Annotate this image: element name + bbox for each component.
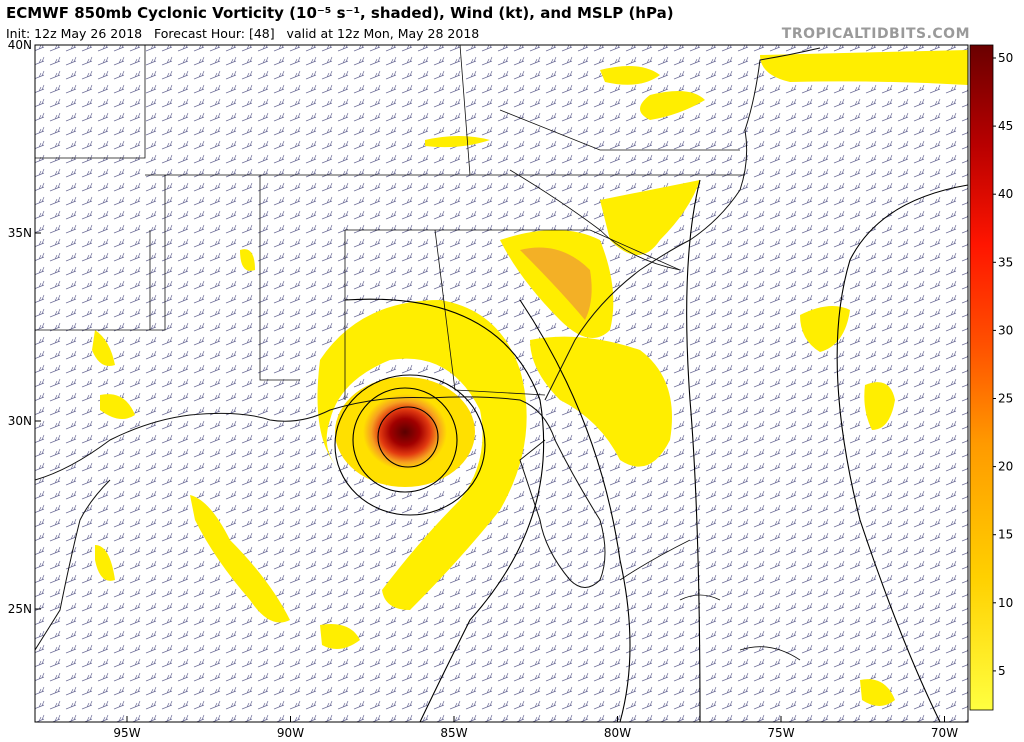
colorbar-label: 5 [998, 664, 1006, 678]
axis-labels: 40N 35N 30N 25N 95W 90W 85W 80W 75W 70W 50 45 40 35 30… [8, 38, 1014, 740]
longitude-label: 95W [113, 726, 140, 740]
colorbar-label: 15 [998, 528, 1013, 542]
longitude-label: 90W [277, 726, 304, 740]
site-name: TROPICALTIDBITS.COM [782, 26, 970, 42]
colorbar-label: 30 [998, 323, 1013, 337]
colorbar-label: 20 [998, 460, 1013, 474]
colorbar-label: 25 [998, 392, 1013, 406]
isobars [334, 179, 968, 722]
longitude-label: 80W [604, 726, 631, 740]
colorbar-label: 45 [998, 119, 1013, 133]
latitude-label: 35N [8, 226, 32, 240]
longitude-label: 85W [440, 726, 467, 740]
latitude-label: 40N [8, 38, 32, 52]
map [35, 45, 968, 722]
subtitle: Init: 12z May 26 2018 Forecast Hour: [48… [6, 26, 479, 41]
longitude-label: 75W [767, 726, 794, 740]
colorbar-label: 50 [998, 51, 1013, 65]
colorbar-label: 40 [998, 187, 1013, 201]
colorbar-label: 35 [998, 255, 1013, 269]
colorbar [969, 44, 994, 711]
vorticity-shading [92, 50, 968, 706]
longitude-label: 70W [931, 726, 958, 740]
colorbar-label: 10 [998, 596, 1013, 610]
map-frame [34, 44, 969, 723]
title: ECMWF 850mb Cyclonic Vorticity (10⁻⁵ s⁻¹… [6, 4, 674, 22]
coastlines-borders [35, 45, 821, 661]
latitude-label: 30N [8, 414, 32, 428]
latitude-label: 25N [8, 602, 32, 616]
